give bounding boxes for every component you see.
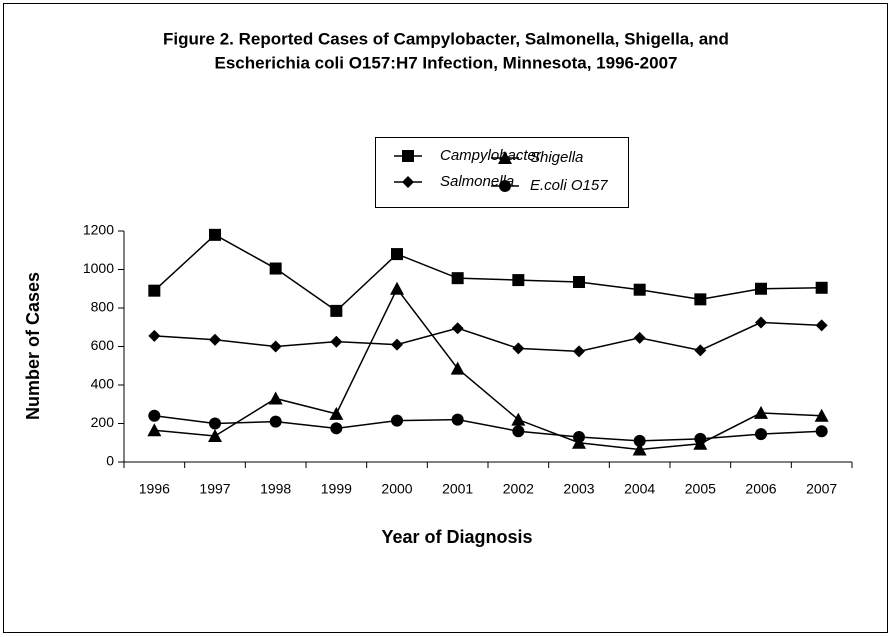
y-tick-label: 200 xyxy=(91,414,115,430)
chart-title: Figure 2. Reported Cases of Campylobacte… xyxy=(163,29,729,48)
marker xyxy=(402,176,414,188)
marker xyxy=(511,412,526,426)
marker xyxy=(451,272,464,285)
y-tick-label: 400 xyxy=(91,376,115,392)
marker xyxy=(209,333,221,346)
y-axis-label: Number of Cases xyxy=(23,272,43,420)
x-tick-label: 1999 xyxy=(321,481,352,497)
marker xyxy=(755,282,767,295)
marker xyxy=(512,274,525,287)
marker xyxy=(815,425,828,438)
marker xyxy=(330,335,343,348)
x-tick-label: 2001 xyxy=(442,481,473,497)
marker xyxy=(694,293,707,306)
marker xyxy=(451,413,464,426)
series-line xyxy=(154,415,822,442)
marker xyxy=(694,432,707,445)
marker xyxy=(498,151,512,164)
x-tick-label: 2004 xyxy=(624,481,655,497)
marker xyxy=(450,361,465,375)
x-tick-label: 2007 xyxy=(806,481,837,497)
marker xyxy=(754,405,768,419)
marker xyxy=(499,180,511,192)
y-tick-label: 600 xyxy=(91,337,115,353)
marker xyxy=(402,150,414,162)
marker xyxy=(512,342,525,355)
marker xyxy=(815,281,828,294)
marker xyxy=(512,425,525,438)
marker xyxy=(209,417,221,430)
marker xyxy=(329,406,344,420)
y-tick-label: 800 xyxy=(91,299,115,315)
series-line xyxy=(154,321,822,353)
marker xyxy=(209,228,221,241)
marker xyxy=(148,284,161,297)
marker xyxy=(148,409,161,422)
legend-box xyxy=(375,137,629,208)
marker xyxy=(633,331,646,344)
y-tick-label: 1200 xyxy=(83,222,114,238)
legend-label: Shigella xyxy=(530,149,583,166)
marker xyxy=(755,316,767,329)
marker xyxy=(390,281,404,295)
marker xyxy=(391,414,403,427)
x-tick-label: 2002 xyxy=(503,481,534,497)
marker xyxy=(148,329,161,342)
marker xyxy=(573,345,585,358)
marker xyxy=(269,340,282,353)
marker xyxy=(269,262,282,275)
x-tick-label: 2003 xyxy=(563,481,594,497)
marker xyxy=(573,276,585,289)
marker xyxy=(391,248,403,261)
marker xyxy=(330,422,343,435)
marker xyxy=(451,322,464,335)
y-tick-label: 1000 xyxy=(83,260,114,276)
marker xyxy=(573,430,585,443)
x-tick-label: 1996 xyxy=(139,481,170,497)
marker xyxy=(330,304,343,317)
marker xyxy=(391,338,403,351)
chart-title: Escherichia coli O157:H7 Infection, Minn… xyxy=(215,53,678,72)
marker xyxy=(815,319,828,332)
marker xyxy=(147,423,162,437)
x-tick-label: 2005 xyxy=(685,481,716,497)
marker xyxy=(694,344,707,357)
x-tick-label: 2006 xyxy=(745,481,776,497)
legend-label: Campylobacter xyxy=(440,147,542,164)
marker xyxy=(268,391,283,405)
x-axis-label: Year of Diagnosis xyxy=(381,527,532,547)
x-tick-label: 1997 xyxy=(199,481,230,497)
x-tick-label: 1998 xyxy=(260,481,291,497)
marker xyxy=(755,428,767,441)
x-tick-label: 2000 xyxy=(381,481,412,497)
marker xyxy=(632,442,647,456)
frame xyxy=(3,3,888,633)
marker xyxy=(633,283,646,296)
marker xyxy=(814,408,829,422)
marker xyxy=(633,434,646,447)
marker xyxy=(269,415,282,428)
legend-label: E.coli O157 xyxy=(530,177,608,194)
y-tick-label: 0 xyxy=(106,453,114,469)
marker xyxy=(208,429,222,443)
series-line xyxy=(153,233,822,312)
